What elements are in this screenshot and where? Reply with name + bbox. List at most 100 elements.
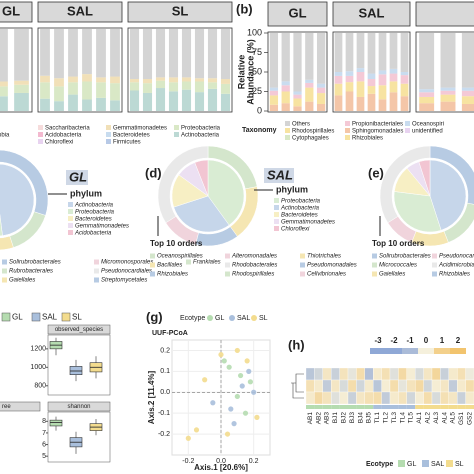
y-tick-label: 5 xyxy=(42,453,46,460)
bar-segment xyxy=(400,72,409,76)
strip xyxy=(0,1,33,23)
bar-segment xyxy=(194,78,205,82)
heat-cell xyxy=(322,367,332,381)
point xyxy=(238,372,244,379)
column-label: GS1 xyxy=(458,412,465,425)
legend-label: GL xyxy=(407,461,416,468)
column-label: AL1 xyxy=(416,412,423,424)
legend-label: Others xyxy=(292,122,310,128)
legend-swatch xyxy=(285,121,290,126)
bar-segment xyxy=(220,79,231,84)
colorbar-label: -2 xyxy=(390,336,398,345)
legend-title: Ecotype xyxy=(180,315,205,322)
y-tick-label: -0.1 xyxy=(158,410,170,417)
group-bar xyxy=(364,405,374,409)
legend-swatch xyxy=(94,277,99,283)
bar-segment xyxy=(40,98,50,111)
column-label: TL5 xyxy=(408,412,415,424)
legend-label: SL xyxy=(455,461,464,468)
heat-cell xyxy=(457,391,466,405)
bar-segment xyxy=(316,93,326,104)
legend-swatch xyxy=(345,121,350,126)
legend-swatch xyxy=(150,271,155,277)
bar-segment xyxy=(461,96,474,104)
strip xyxy=(37,1,123,23)
legend-label: SAL xyxy=(237,315,250,322)
group-bar xyxy=(398,405,407,409)
column-label: TL2 xyxy=(383,412,390,424)
heat-cell xyxy=(339,367,349,381)
colorbar-cell xyxy=(402,348,418,354)
pie-slice xyxy=(194,159,209,197)
heat-cell xyxy=(457,379,466,393)
group-bar xyxy=(423,405,432,409)
legend-swatch xyxy=(285,135,290,140)
heat-cell xyxy=(322,391,332,405)
bar-segment xyxy=(110,76,120,84)
bar-segment xyxy=(400,83,409,97)
bar-segment xyxy=(334,75,343,84)
bar-segment xyxy=(129,79,140,83)
y-tick-label: 0.2 xyxy=(160,347,170,354)
bar-segment xyxy=(54,101,64,111)
strip-label: SAL xyxy=(359,5,385,20)
legend-swatch xyxy=(174,125,179,130)
legend-label: Gaiellales xyxy=(9,278,35,284)
bar-segment xyxy=(168,91,179,111)
axis-title: Relative xyxy=(236,55,246,90)
bar-segment xyxy=(207,88,218,111)
group-bar xyxy=(406,405,416,409)
bar-segment xyxy=(281,85,290,92)
y-tick-label: 0.1 xyxy=(160,368,170,375)
y-tick-label: 7 xyxy=(42,430,46,437)
bar-segment xyxy=(96,77,106,83)
point xyxy=(193,427,200,433)
legend-swatch xyxy=(68,209,73,214)
strip xyxy=(127,1,233,23)
legend-label: Thiotrichales xyxy=(307,254,341,260)
bar-segment xyxy=(181,81,192,90)
group-bar xyxy=(348,405,357,409)
bar-segment xyxy=(194,29,205,79)
legend-label: Actinobacteria xyxy=(280,206,320,212)
legend-label: Chloroflexi xyxy=(45,140,73,146)
heat-cell xyxy=(398,391,407,405)
legend-label: Frankiales xyxy=(193,260,221,266)
phylum-label: phylum xyxy=(276,184,308,194)
pie-slice xyxy=(173,195,230,233)
pie-slice xyxy=(207,159,245,226)
strip-label: shannon xyxy=(67,404,90,410)
heat-cell xyxy=(415,367,424,381)
strip xyxy=(267,1,328,27)
bar-segment xyxy=(110,83,120,101)
legend-label: Gemmatimonadetes xyxy=(281,220,335,226)
bar-segment xyxy=(181,77,192,82)
legend-label: Bacteroidetes xyxy=(75,217,112,223)
legend-label: Rhizobiales xyxy=(439,272,470,278)
legend-label: Pseudonocardiales xyxy=(439,254,474,260)
legend-swatch xyxy=(274,219,279,224)
bar-segment xyxy=(155,88,166,111)
group-bar xyxy=(373,405,382,409)
bar-segment xyxy=(68,29,78,77)
bar-segment xyxy=(82,29,92,75)
bar-segment xyxy=(142,79,153,84)
legend-label: Cellvibrionales xyxy=(307,272,346,278)
legend-label: Firmicutes xyxy=(113,140,141,146)
bar-segment xyxy=(0,86,8,97)
column-label: AL4 xyxy=(441,412,448,424)
colorbar-cell xyxy=(370,348,386,354)
point xyxy=(185,435,191,441)
legend-swatch xyxy=(274,198,279,203)
legend-swatch xyxy=(285,128,290,133)
bar-segment xyxy=(305,79,314,83)
legend-swatch xyxy=(422,460,429,467)
legend-label: SL xyxy=(259,315,268,322)
legend-label: Rhodospirillales xyxy=(232,272,274,278)
bar-segment xyxy=(316,83,326,88)
bar-segment xyxy=(389,92,398,111)
bar-segment xyxy=(155,77,166,81)
legend-label: Micrococcales xyxy=(379,263,417,269)
pie-slice xyxy=(157,145,209,224)
